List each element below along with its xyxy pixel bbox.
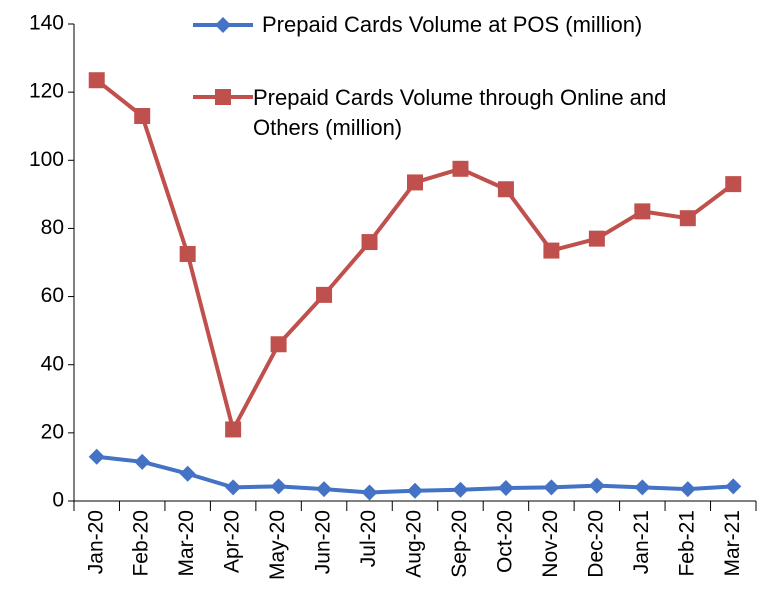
x-tick-label: Jan-21 [630, 510, 653, 574]
data-point [725, 176, 742, 193]
x-tick-label: Mar-21 [721, 510, 744, 577]
data-point [88, 72, 105, 89]
data-point [543, 479, 560, 496]
x-tick-label: Apr-20 [221, 510, 244, 573]
data-point [407, 174, 423, 191]
y-tick-label: 60 [41, 284, 64, 307]
data-point [452, 160, 469, 177]
legend-marker [215, 89, 231, 105]
y-tick-label: 20 [41, 420, 64, 443]
y-tick-label: 0 [52, 489, 64, 512]
data-point [497, 181, 514, 198]
x-tick-label: May-20 [266, 510, 289, 580]
data-point [225, 479, 242, 496]
data-point [361, 234, 378, 251]
data-point [634, 479, 651, 496]
x-tick-label: Jan-20 [84, 510, 107, 574]
data-point [679, 481, 696, 498]
data-point [316, 481, 333, 498]
x-tick-label: Mar-20 [175, 510, 198, 577]
data-point [270, 336, 287, 353]
data-point [725, 478, 742, 495]
legend-label: Prepaid Cards Volume through Online and … [253, 85, 667, 140]
data-point [588, 477, 605, 494]
data-point [134, 453, 151, 470]
data-point [634, 203, 651, 220]
y-tick-label: 100 [29, 148, 64, 171]
x-tick-label: Feb-20 [130, 510, 153, 577]
data-point [134, 107, 151, 124]
y-tick-label: 120 [29, 80, 64, 103]
data-point [179, 245, 196, 262]
data-point [407, 482, 423, 499]
x-tick-label: Jul-20 [357, 510, 380, 567]
data-point [452, 481, 469, 498]
legend-marker [215, 17, 231, 33]
x-tick-label: Oct-20 [493, 510, 516, 573]
x-tick-label: Sep-20 [448, 510, 471, 578]
y-tick-label: 80 [41, 216, 64, 239]
x-tick-label: Dec-20 [584, 510, 607, 578]
data-point [588, 230, 605, 247]
x-tick-label: Nov-20 [539, 510, 562, 578]
legend-label: Prepaid Cards Volume at POS (million) [262, 12, 643, 37]
x-tick-label: Feb-21 [675, 510, 698, 577]
data-point [88, 448, 105, 465]
data-point [179, 465, 196, 482]
data-point [316, 286, 333, 303]
y-tick-label: 140 [29, 12, 64, 35]
data-point [361, 484, 378, 501]
data-point [679, 210, 696, 227]
data-point [225, 421, 242, 438]
data-point [497, 480, 514, 497]
data-point [270, 478, 287, 495]
x-tick-label: Jun-20 [312, 510, 335, 574]
data-point [543, 242, 560, 259]
y-tick-label: 40 [41, 352, 64, 375]
x-tick-label: Aug-20 [403, 510, 426, 578]
